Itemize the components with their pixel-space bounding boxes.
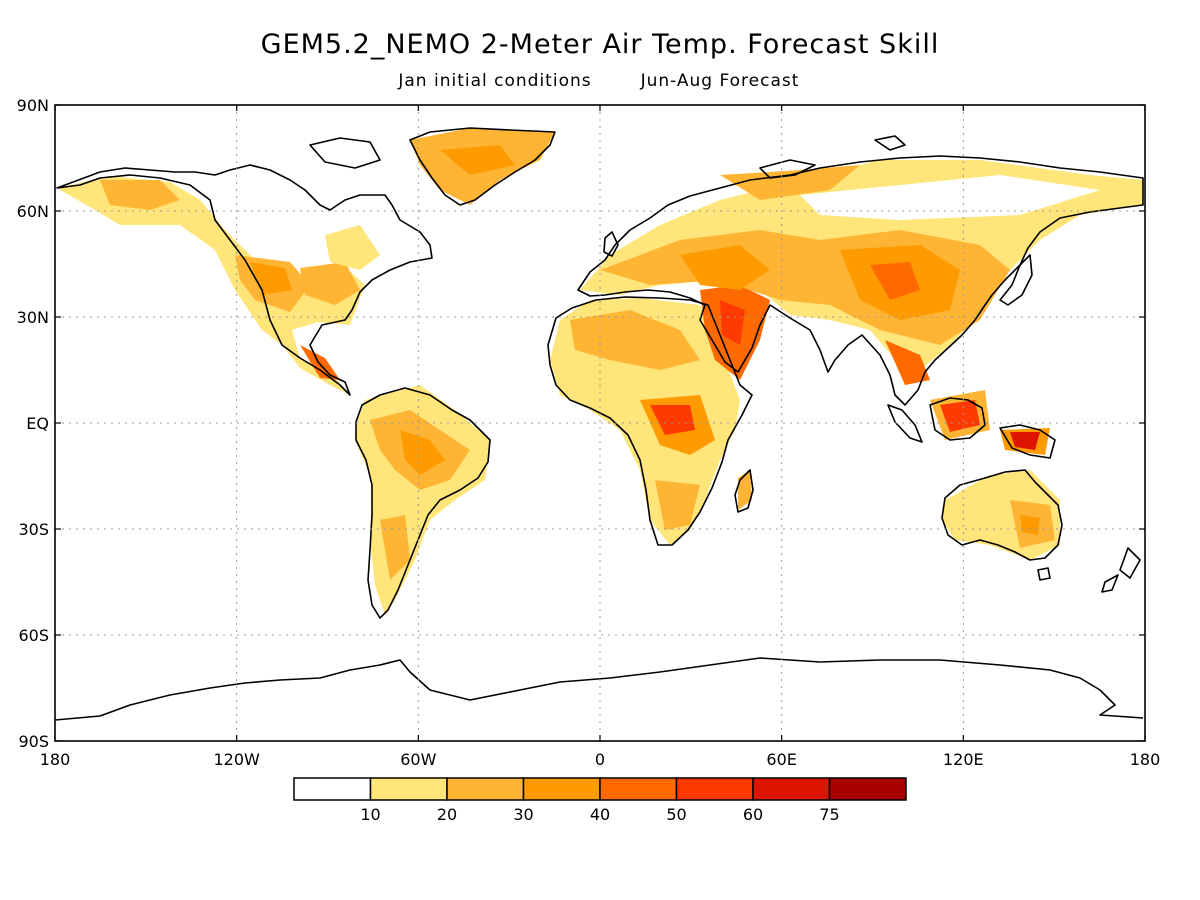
lon-tick-label: 120W	[213, 750, 260, 769]
colorbar-label: 75	[819, 805, 839, 824]
colorbar-label: 30	[513, 805, 533, 824]
lon-tick-label: 120E	[943, 750, 984, 769]
skill-shading	[57, 128, 1143, 615]
colorbar-label: 50	[666, 805, 686, 824]
lat-tick-label: 30S	[18, 520, 49, 539]
colorbar-swatch	[752, 777, 831, 801]
colorbar-swatch	[446, 777, 525, 801]
colorbar-swatch	[599, 777, 678, 801]
lon-tick-label: 60E	[766, 750, 796, 769]
lon-tick-label: 0	[595, 750, 605, 769]
colorbar-label: 10	[360, 805, 380, 824]
lat-tick-label: EQ	[26, 414, 49, 433]
map-gridlines	[55, 105, 1145, 741]
map-title: GEM5.2_NEMO 2-Meter Air Temp. Forecast S…	[261, 29, 940, 60]
colorbar-swatch	[675, 777, 754, 801]
colorbar-label: 40	[590, 805, 610, 824]
lon-tick-label: 180	[40, 750, 71, 769]
colorbar-legend: 10 20 30 40 50 60 75	[293, 777, 907, 824]
lat-tick-label: 30N	[17, 308, 49, 327]
coastlines	[55, 127, 1144, 721]
lat-tick-label: 60N	[17, 202, 49, 221]
colorbar-swatch	[522, 777, 601, 801]
lon-tick-label: 60W	[400, 750, 436, 769]
map-subtitle-initial-conditions: Jan initial conditions	[397, 71, 591, 91]
colorbar-swatch	[828, 777, 907, 801]
colorbar-label: 60	[743, 805, 763, 824]
map-subtitle-forecast-period: Jun-Aug Forecast	[640, 71, 800, 91]
colorbar-swatch	[293, 777, 372, 801]
lat-tick-label: 60S	[18, 626, 49, 645]
lon-tick-label: 180	[1130, 750, 1161, 769]
lat-tick-label: 90S	[18, 732, 49, 751]
colorbar-swatch	[369, 777, 448, 801]
lat-tick-label: 90N	[17, 96, 49, 115]
colorbar-label: 20	[437, 805, 457, 824]
